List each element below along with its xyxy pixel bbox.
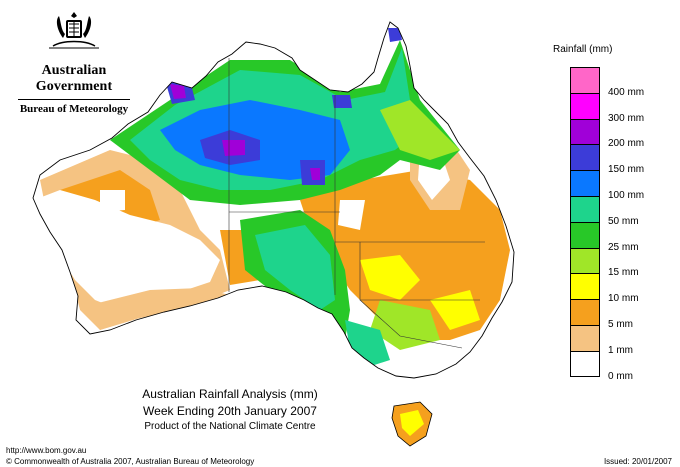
legend-label: 200 mm [608,138,645,150]
legend-swatch [570,273,600,300]
legend-swatch [570,350,600,377]
legend-swatch [570,170,600,196]
issued-date: Issued: 20/01/2007 [603,457,672,466]
legend-swatch [570,221,600,248]
legend-swatch [570,118,600,145]
legend-label: 100 mm [608,190,645,201]
copyright-text: © Commonwealth of Australia 2007, Austra… [6,457,255,466]
legend-label: 0 mm [608,370,633,382]
logo-divider [18,99,130,100]
legend-label: 400 mm [608,86,645,98]
legend-label: 10 mm [608,293,639,305]
legend-swatch [570,67,600,93]
bureau-name: Bureau of Meteorology [19,103,129,115]
legend-title: Rainfall (mm) [553,44,613,55]
government-logo: Australian Government Bureau of Meteorol… [10,10,138,115]
legend-label: 5 mm [608,319,633,330]
coat-of-arms-icon [49,12,99,49]
legend-swatch [570,324,600,351]
legend-swatch [570,247,600,274]
legend-label: 1 mm [608,344,633,356]
legend-swatch [570,299,600,325]
legend-label: 300 mm [608,112,645,124]
caption-period: Week Ending 20th January 2007 [143,404,317,418]
legend-swatch [570,144,600,171]
bom-url-link[interactable]: http://www.bom.gov.au [6,446,87,455]
coastline [32,21,515,379]
caption-product: Product of the National Climate Centre [144,421,316,432]
legend-swatch [570,92,600,119]
legend-swatches [570,67,600,377]
government-name: Australian Government [35,63,113,94]
map-caption: Australian Rainfall Analysis (mm) Week E… [110,387,350,432]
legend-swatch [570,195,600,222]
legend-label: 150 mm [608,164,645,176]
legend-label: 50 mm [608,215,639,227]
legend-label: 25 mm [608,241,639,253]
legend-label: 15 mm [608,267,639,279]
caption-title: Australian Rainfall Analysis (mm) [142,387,318,401]
state-borders [228,58,485,349]
